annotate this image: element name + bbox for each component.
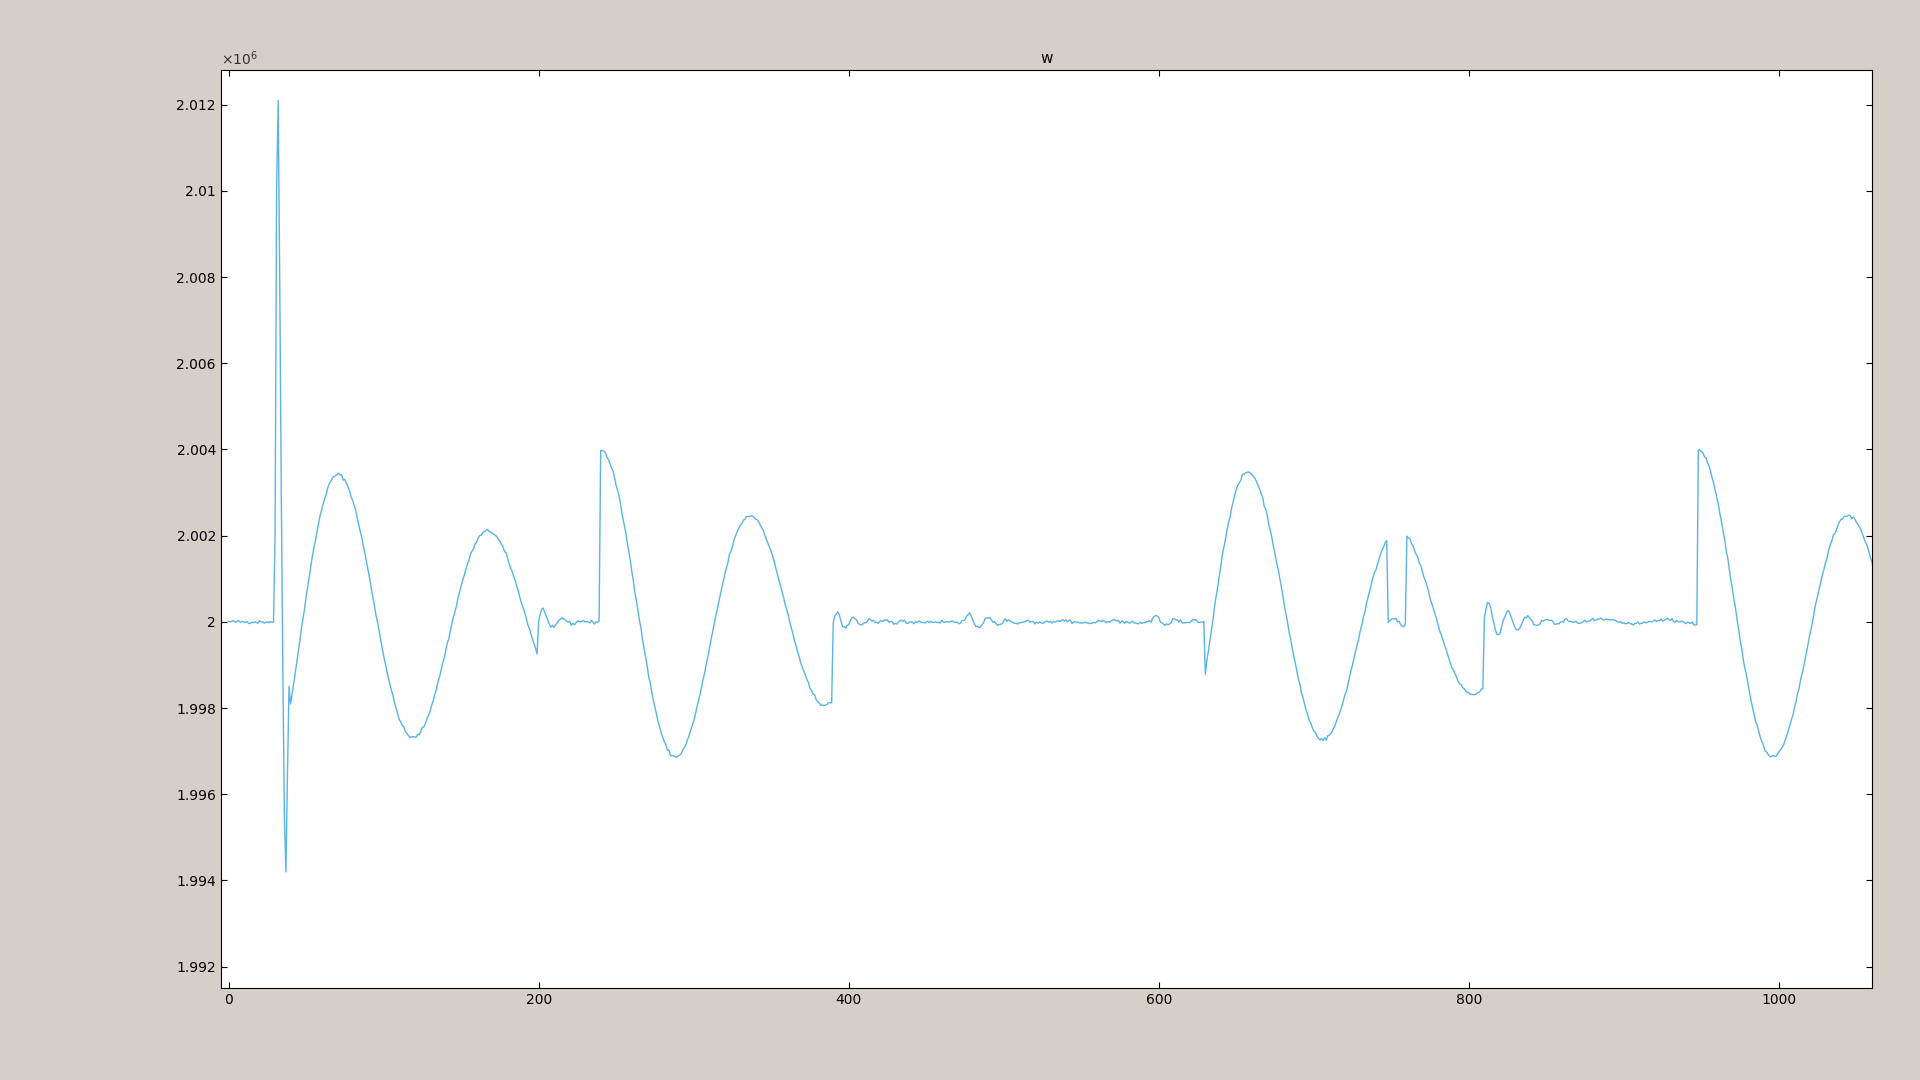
Title: w: w <box>1041 51 1052 66</box>
Text: $\times10^6$: $\times10^6$ <box>221 50 257 68</box>
